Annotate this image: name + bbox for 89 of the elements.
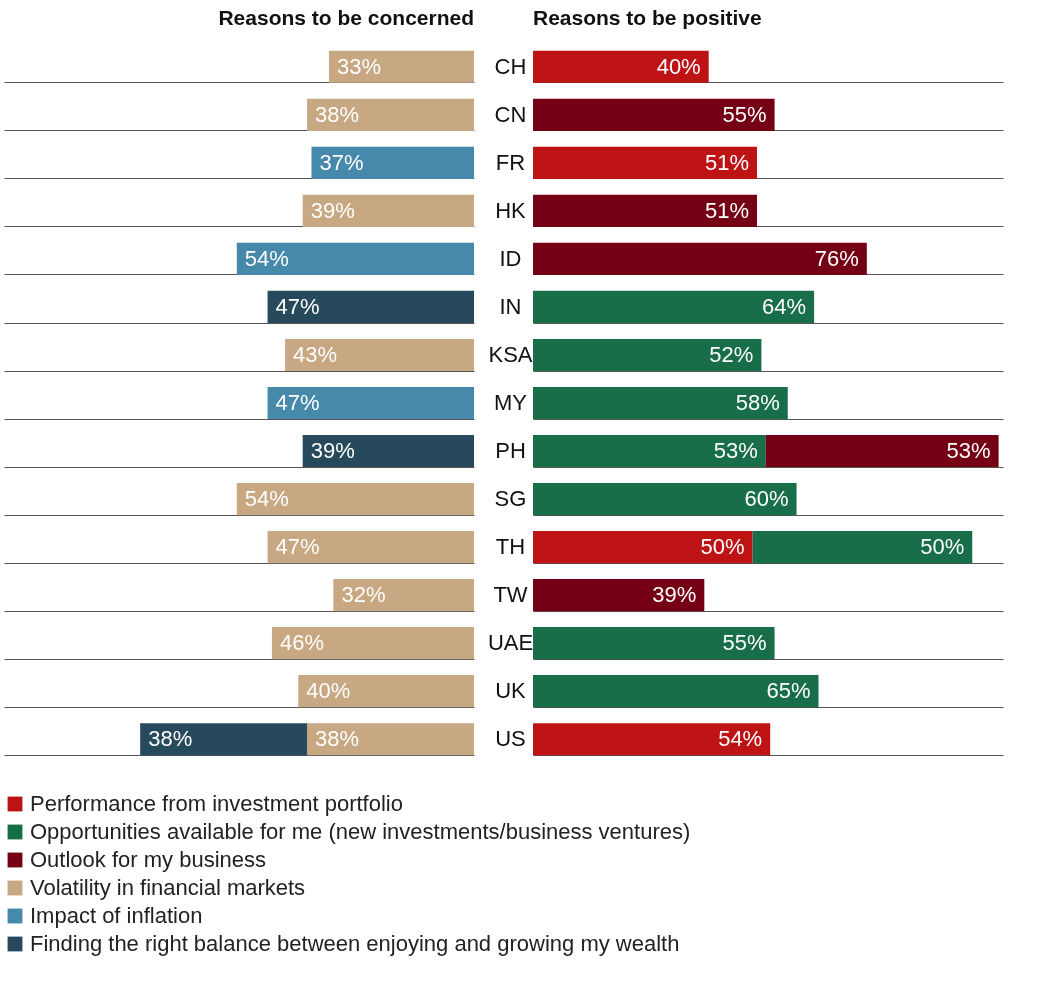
y-tick-label: HK bbox=[495, 197, 527, 223]
bar bbox=[533, 482, 797, 516]
y-tick-label: UK bbox=[495, 678, 527, 704]
data-label: 47% bbox=[275, 293, 320, 319]
y-tick-label: SG bbox=[494, 486, 527, 512]
data-label: 51% bbox=[704, 149, 750, 175]
data-label: 54% bbox=[244, 245, 289, 271]
data-label: 38% bbox=[315, 101, 360, 127]
bar bbox=[533, 242, 867, 275]
bar bbox=[533, 194, 758, 227]
y-tick-label: KSA bbox=[488, 341, 533, 367]
bar bbox=[267, 290, 474, 324]
data-label: 50% bbox=[700, 534, 745, 560]
data-label: 39% bbox=[310, 197, 355, 223]
data-label: 37% bbox=[319, 149, 364, 175]
bar bbox=[533, 627, 775, 660]
bar bbox=[302, 194, 474, 227]
y-tick-label: FR bbox=[495, 149, 526, 175]
data-label: 46% bbox=[279, 630, 324, 656]
data-label: 32% bbox=[341, 582, 386, 608]
bar bbox=[533, 146, 758, 179]
bar bbox=[307, 98, 474, 131]
bar bbox=[271, 627, 474, 660]
data-label: 39% bbox=[652, 582, 697, 608]
bar bbox=[765, 434, 999, 468]
data-label: 55% bbox=[722, 630, 767, 656]
y-tick-label: ID bbox=[499, 245, 522, 271]
bar bbox=[267, 531, 474, 564]
legend-label: Volatility in financial markets bbox=[30, 875, 306, 900]
data-label: 76% bbox=[814, 245, 859, 271]
bar bbox=[533, 338, 762, 372]
data-label: 65% bbox=[766, 678, 811, 704]
data-label: 47% bbox=[275, 390, 320, 415]
data-label: 53% bbox=[946, 438, 991, 464]
data-label: 54% bbox=[244, 486, 289, 512]
bar bbox=[307, 723, 474, 756]
y-tick-label: TH bbox=[495, 534, 526, 560]
bar bbox=[236, 482, 474, 516]
legend-label: Finding the right balance between enjoying and growing my wealth bbox=[30, 931, 680, 956]
bar bbox=[533, 675, 819, 708]
data-label: 51% bbox=[704, 197, 750, 223]
chart-title: Reasons to be positive bbox=[533, 6, 762, 29]
data-label: 64% bbox=[762, 293, 807, 319]
data-label: 52% bbox=[709, 341, 754, 367]
data-label: 54% bbox=[718, 726, 763, 752]
data-label: 47% bbox=[275, 534, 320, 560]
data-label: 40% bbox=[306, 678, 351, 704]
y-tick-label: UAE bbox=[487, 630, 534, 656]
bar bbox=[302, 434, 474, 468]
bar bbox=[236, 242, 474, 275]
bar bbox=[533, 290, 815, 324]
y-tick-label: IN bbox=[499, 293, 522, 319]
data-label: 39% bbox=[310, 438, 355, 464]
bar bbox=[533, 434, 766, 468]
data-label: 58% bbox=[735, 390, 780, 415]
legend-label: Opportunities available for me (new investments/business ventures) bbox=[30, 819, 691, 844]
y-tick-label: TW bbox=[493, 582, 528, 608]
chart-title: Reasons to be concerned bbox=[218, 6, 474, 29]
legend-label: Outlook for my business bbox=[30, 847, 266, 872]
data-label: 55% bbox=[722, 101, 767, 127]
bar bbox=[285, 338, 474, 372]
data-label: 40% bbox=[656, 53, 701, 79]
data-label: 50% bbox=[920, 534, 965, 560]
bar bbox=[533, 386, 788, 420]
data-label: 53% bbox=[713, 438, 758, 464]
bar bbox=[267, 386, 474, 420]
bar bbox=[533, 531, 753, 564]
bar bbox=[533, 50, 709, 83]
bar bbox=[533, 579, 705, 612]
bar bbox=[140, 723, 308, 756]
bar bbox=[329, 50, 474, 83]
bar bbox=[533, 723, 771, 756]
data-label: 38% bbox=[315, 726, 360, 752]
bar bbox=[533, 98, 775, 131]
bar bbox=[298, 675, 474, 708]
data-label: 43% bbox=[293, 341, 338, 367]
legend-label: Performance from investment portfolio bbox=[30, 791, 403, 816]
y-tick-label: CH bbox=[494, 53, 527, 79]
data-label: 60% bbox=[744, 486, 789, 512]
y-tick-label: US bbox=[495, 726, 526, 752]
y-tick-label: CN bbox=[494, 101, 527, 127]
bar bbox=[311, 146, 474, 179]
data-label: 38% bbox=[148, 726, 193, 752]
legend-label: Impact of inflation bbox=[30, 903, 203, 928]
bar bbox=[333, 579, 474, 612]
bar bbox=[752, 531, 973, 564]
y-tick-label: PH bbox=[495, 438, 526, 464]
data-label: 33% bbox=[337, 53, 382, 79]
y-tick-label: MY bbox=[494, 390, 528, 415]
